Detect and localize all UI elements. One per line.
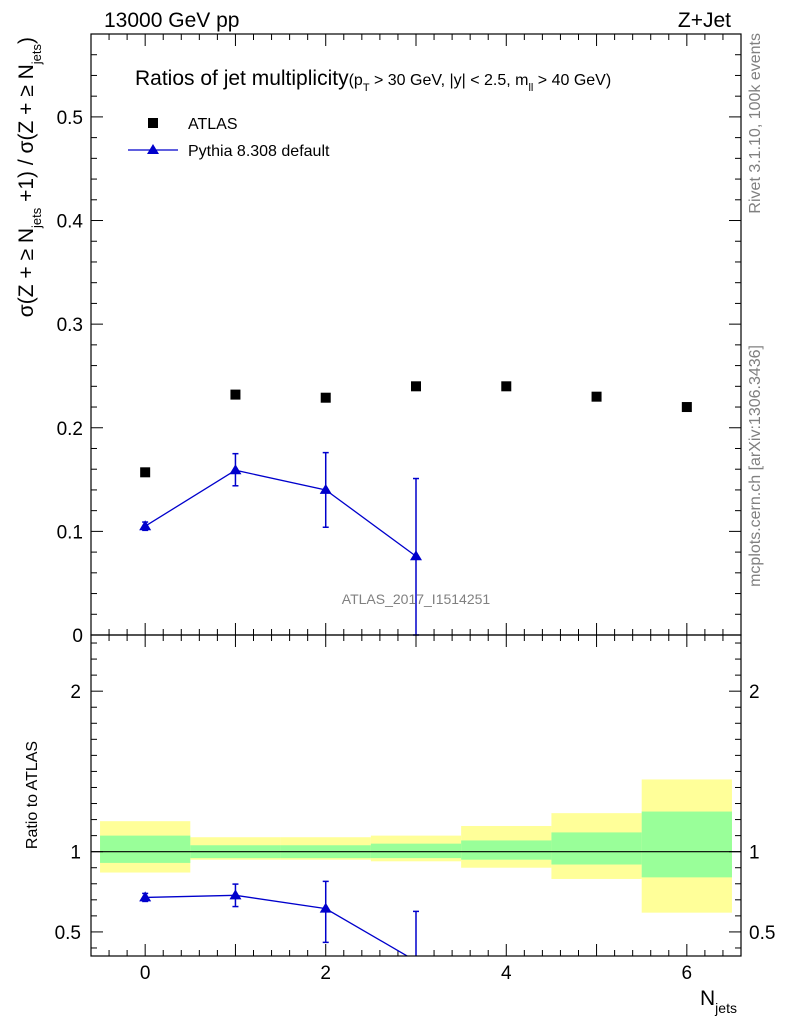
lower-frame <box>90 634 742 957</box>
lower-xtick-label: 6 <box>682 963 693 984</box>
header-left: 13000 GeV pp <box>104 9 239 32</box>
mc-point <box>139 520 152 531</box>
ratio-line <box>145 894 409 956</box>
atlas-point <box>140 467 151 478</box>
lower-xtick-label: 2 <box>320 963 331 984</box>
upper-ytick-label: 0.3 <box>57 315 83 336</box>
atlas-point <box>501 381 512 392</box>
ratio-band-inner <box>641 811 732 878</box>
lower-xtick-label: 4 <box>501 963 512 984</box>
atlas-point <box>591 391 602 402</box>
lower-ytick-label: 1 <box>70 843 81 864</box>
mc-point <box>410 550 422 561</box>
atlas-point <box>320 392 331 403</box>
upper-ytick-label: 0.1 <box>57 522 83 543</box>
mcplots-label: mcplots.cern.ch [arXiv:1306.3436] <box>747 345 764 587</box>
ratio-point <box>415 955 417 956</box>
legend-atlas-marker <box>148 118 158 128</box>
ratio-band-inner <box>370 843 462 859</box>
legend-mc-label: Pythia 8.308 default <box>188 143 330 160</box>
upper-ytick-label: 0.5 <box>57 108 83 129</box>
upper-ytick-label: 0 <box>72 626 83 647</box>
ratio-band-inner <box>100 835 191 863</box>
atlas-point <box>681 402 692 413</box>
lower-ytick-label: 0.5 <box>55 923 81 944</box>
legend: ATLAS Pythia 8.308 default <box>128 116 330 160</box>
upper-ytick-label: 0.2 <box>57 419 83 440</box>
lower-xtick-label: 0 <box>140 963 151 984</box>
lower-ytick-label-right: 0.5 <box>749 923 775 944</box>
xaxis-label: Njets <box>700 987 737 1016</box>
mc-line <box>144 469 417 557</box>
mc-point <box>229 464 242 475</box>
atlas-point <box>230 389 241 400</box>
lower-ylabel: Ratio to ATLAS <box>24 741 41 849</box>
ratio-band-inner <box>461 840 552 860</box>
ratio-point <box>139 891 152 902</box>
upper-ytick-label: 0.4 <box>57 212 84 233</box>
upper-ylabel: σ(Z + ≥ Njets +1) / σ(Z + ≥ Njets) <box>15 37 44 317</box>
analysis-label: ATLAS_2017_I1514251 <box>342 591 491 607</box>
ratio-series <box>139 880 419 956</box>
legend-atlas-label: ATLAS <box>188 116 238 133</box>
upper-panel: 0 0.1 0.2 0.3 0.4 0.5 <box>57 33 742 647</box>
ratio-band-inner <box>551 832 642 865</box>
lower-ytick-label: 2 <box>70 682 81 703</box>
rivet-label: Rivet 3.1.10, 100k events <box>747 33 764 214</box>
ratio-point <box>319 902 332 913</box>
lower-ytick-label-right: 2 <box>749 682 760 703</box>
lower-panel: 0 2 4 6 0.5 0.5 1 1 2 2 <box>55 634 775 984</box>
header-right: Z+Jet <box>678 9 731 32</box>
ratio-point <box>229 889 242 900</box>
atlas-point <box>411 381 421 392</box>
plot-title: Ratios of jet multiplicity(pT > 30 GeV, … <box>135 67 611 94</box>
legend-mc-marker <box>147 144 159 154</box>
mc-point <box>319 483 332 494</box>
lower-ytick-label-right: 1 <box>749 843 760 864</box>
